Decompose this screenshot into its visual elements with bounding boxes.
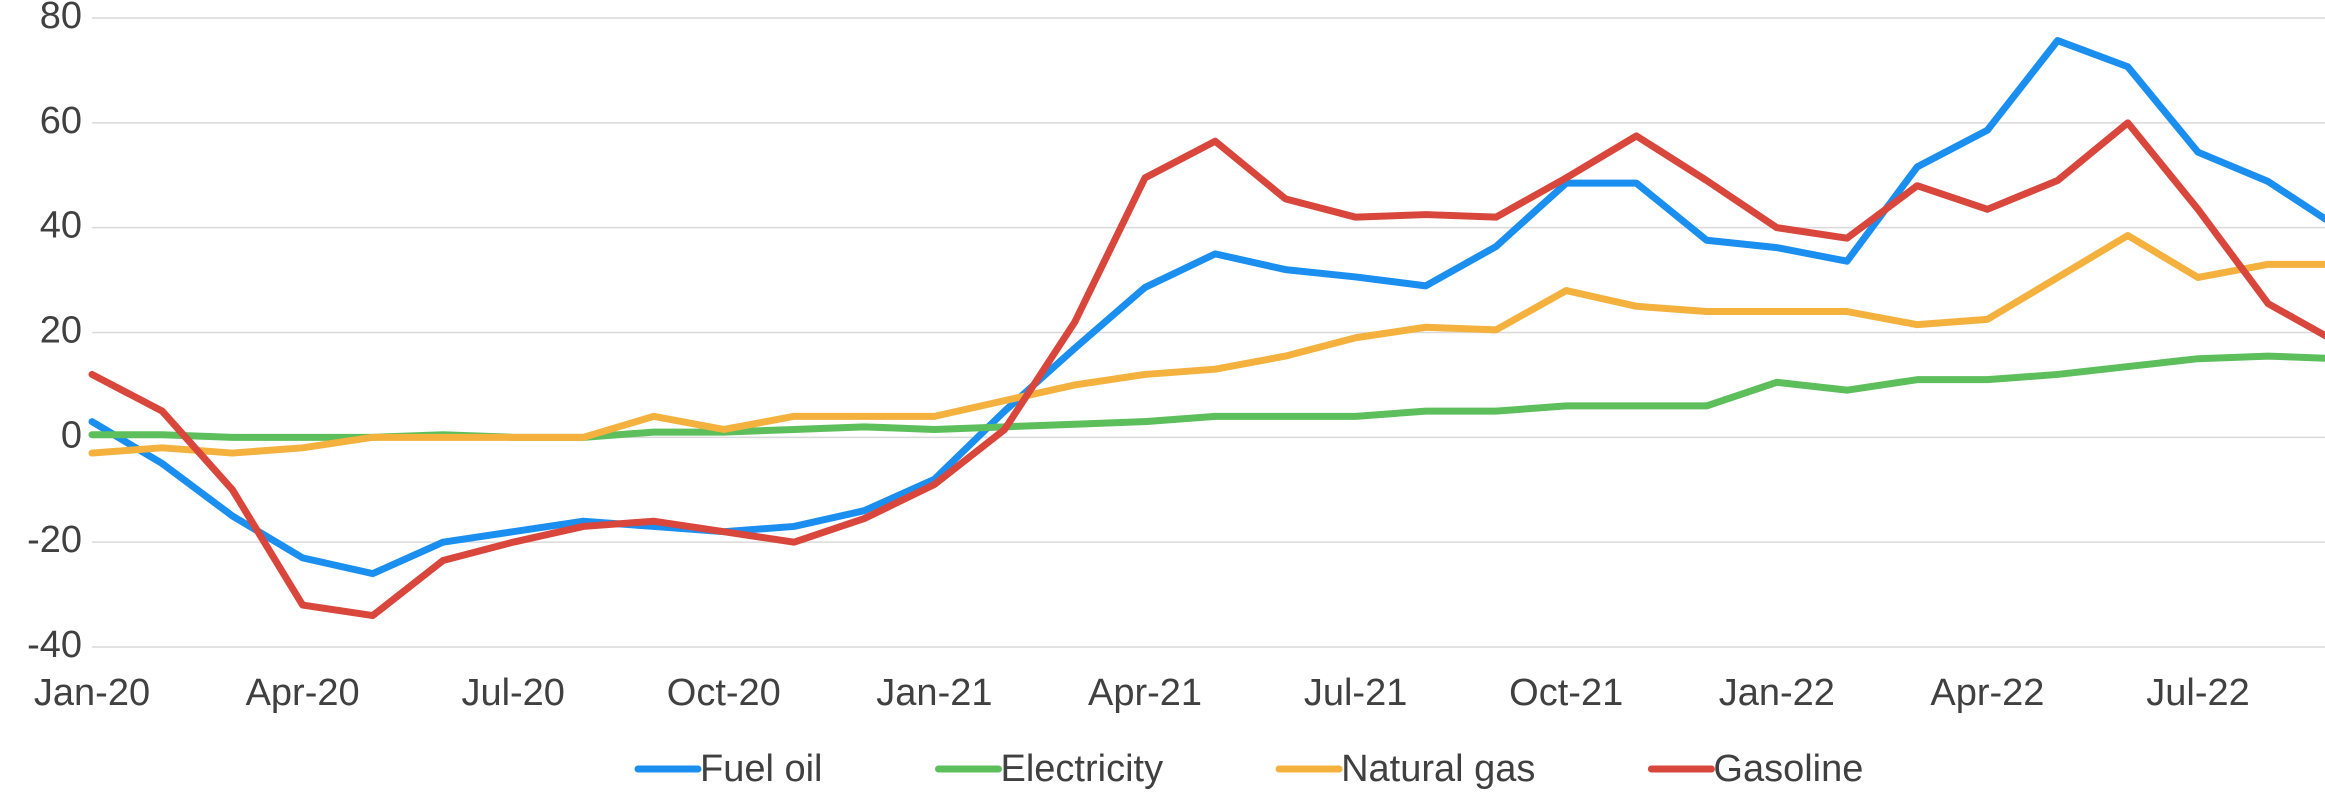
series-line (88, 119, 2325, 620)
series-line (88, 37, 2325, 578)
x-tick-label: Jul-22 (2146, 672, 2250, 714)
x-tick-label: Apr-21 (1088, 672, 1202, 714)
plot-area (88, 37, 2325, 620)
y-tick-label: 40 (40, 205, 82, 247)
legend-label: Gasoline (1713, 748, 1863, 790)
y-tick-label: 80 (40, 0, 82, 37)
x-tick-label: Oct-21 (1509, 672, 1623, 714)
y-tick-label: 0 (61, 414, 82, 456)
x-tick-label: Apr-22 (1930, 672, 2044, 714)
legend: Fuel oil Electricity Natural gas Gasoline (634, 748, 1863, 790)
legend-label: Electricity (1001, 748, 1164, 790)
series-line (88, 232, 2325, 457)
axis-labels: -40 -20 0 20 40 60 80 Jan-20 Apr-20 Jul-20 Oct-20 J… (27, 0, 2250, 714)
x-tick-label: Jan-22 (1719, 672, 1835, 714)
y-tick-label: 60 (40, 100, 82, 142)
x-tick-label: Jul-21 (1304, 672, 1408, 714)
x-tick-label: Oct-20 (667, 672, 781, 714)
legend-label: Natural gas (1341, 748, 1535, 790)
x-tick-label: Jul-20 (461, 672, 565, 714)
x-tick-label: Jan-21 (876, 672, 992, 714)
x-tick-label: Jan-20 (34, 672, 150, 714)
y-tick-label: 20 (40, 310, 82, 352)
y-tick-label: -20 (27, 519, 82, 561)
legend-label: Fuel oil (700, 748, 823, 790)
y-tick-label: -40 (27, 624, 82, 666)
x-tick-label: Apr-20 (246, 672, 360, 714)
